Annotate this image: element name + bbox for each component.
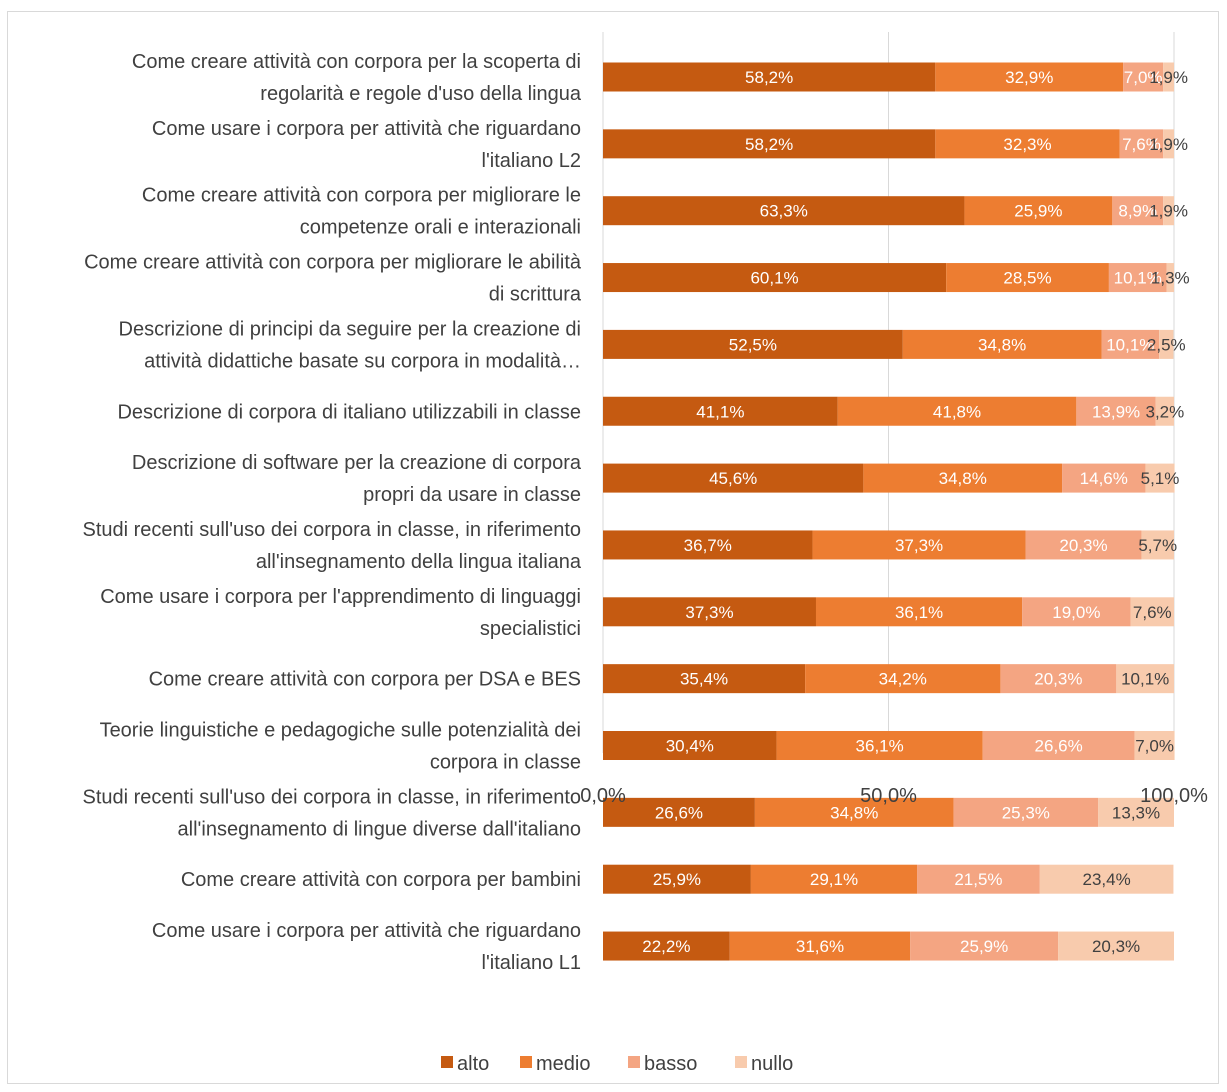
- legend-label-basso: basso: [644, 1053, 697, 1075]
- category-label: all'insegnamento di lingue diverse dall'…: [178, 818, 581, 840]
- x-tick-label: 0,0%: [580, 785, 626, 807]
- data-label-alto: 30,4%: [666, 737, 714, 756]
- data-label-alto: 58,2%: [745, 68, 793, 87]
- category-label: l'italiano L2: [482, 150, 581, 172]
- category-label: di scrittura: [489, 284, 582, 306]
- data-label-medio: 28,5%: [1003, 269, 1051, 288]
- data-label-basso: 13,9%: [1092, 402, 1140, 421]
- data-label-nullo: 1,9%: [1149, 202, 1188, 221]
- data-label-nullo: 1,9%: [1149, 135, 1188, 154]
- category-label: attività didattiche basate su corpora in…: [144, 350, 581, 372]
- category-label: Come creare attività con corpora per DSA…: [149, 669, 581, 691]
- data-label-medio: 29,1%: [810, 870, 858, 889]
- category-label: l'italiano L1: [482, 952, 581, 974]
- data-label-nullo: 7,6%: [1133, 603, 1172, 622]
- data-label-nullo: 1,9%: [1149, 68, 1188, 87]
- x-tick-label: 100,0%: [1140, 785, 1208, 807]
- data-label-medio: 34,8%: [978, 335, 1026, 354]
- data-label-medio: 34,2%: [879, 670, 927, 689]
- data-label-basso: 20,3%: [1059, 536, 1107, 555]
- data-label-alto: 58,2%: [745, 135, 793, 154]
- data-label-medio: 34,8%: [939, 469, 987, 488]
- data-label-alto: 25,9%: [653, 870, 701, 889]
- data-label-alto: 63,3%: [760, 202, 808, 221]
- category-labels: Come creare attività con corpora per la …: [83, 51, 582, 974]
- category-label: regolarità e regole d'uso della lingua: [260, 83, 582, 105]
- category-label: Come creare attività con corpora per bam…: [181, 869, 581, 891]
- data-label-basso: 19,0%: [1052, 603, 1100, 622]
- data-label-medio: 32,3%: [1003, 135, 1051, 154]
- data-label-alto: 26,6%: [655, 803, 703, 822]
- legend-label-medio: medio: [536, 1053, 590, 1075]
- category-label: Come usare i corpora per attività che ri…: [152, 920, 581, 942]
- legend-swatch-alto: [441, 1056, 453, 1068]
- data-label-basso: 20,3%: [1034, 670, 1082, 689]
- data-label-medio: 32,9%: [1005, 68, 1053, 87]
- data-label-nullo: 7,0%: [1135, 737, 1174, 756]
- data-label-alto: 22,2%: [642, 937, 690, 956]
- data-label-nullo: 20,3%: [1092, 937, 1140, 956]
- data-label-alto: 60,1%: [750, 269, 798, 288]
- category-label: Come usare i corpora per l'apprendimento…: [100, 586, 581, 608]
- category-label: competenze orali e interazionali: [300, 217, 581, 239]
- data-label-basso: 25,3%: [1002, 803, 1050, 822]
- category-label: Studi recenti sull'uso dei corpora in cl…: [83, 519, 582, 541]
- category-label: Studi recenti sull'uso dei corpora in cl…: [83, 786, 582, 808]
- legend-label-alto: alto: [457, 1053, 489, 1075]
- data-label-basso: 21,5%: [954, 870, 1002, 889]
- category-label: Come creare attività con corpora per mig…: [84, 252, 582, 274]
- data-label-alto: 52,5%: [729, 335, 777, 354]
- legend-swatch-basso: [628, 1056, 640, 1068]
- data-label-medio: 31,6%: [796, 937, 844, 956]
- data-label-nullo: 5,1%: [1141, 469, 1180, 488]
- legend-swatch-nullo: [735, 1056, 747, 1068]
- category-label: specialistici: [480, 618, 581, 640]
- data-label-medio: 41,8%: [933, 402, 981, 421]
- data-label-nullo: 1,3%: [1151, 269, 1190, 288]
- category-label: Descrizione di corpora di italiano utili…: [117, 401, 581, 423]
- data-label-alto: 35,4%: [680, 670, 728, 689]
- data-label-medio: 36,1%: [895, 603, 943, 622]
- category-label: corpora in classe: [430, 752, 581, 774]
- category-label: Teorie linguistiche e pedagogiche sulle …: [100, 720, 581, 742]
- data-label-nullo: 3,2%: [1145, 402, 1184, 421]
- data-label-medio: 25,9%: [1014, 202, 1062, 221]
- category-label: Descrizione di principi da seguire per l…: [119, 318, 581, 340]
- x-tick-label: 50,0%: [860, 785, 917, 807]
- data-label-medio: 37,3%: [895, 536, 943, 555]
- category-label: Come usare i corpora per attività che ri…: [152, 118, 581, 140]
- data-label-nullo: 5,7%: [1138, 536, 1177, 555]
- data-label-alto: 36,7%: [684, 536, 732, 555]
- legend-swatch-medio: [520, 1056, 532, 1068]
- data-label-basso: 25,9%: [960, 937, 1008, 956]
- data-label-basso: 26,6%: [1035, 737, 1083, 756]
- data-label-alto: 37,3%: [685, 603, 733, 622]
- legend: alto medio basso nullo: [441, 1053, 793, 1075]
- data-label-nullo: 10,1%: [1121, 670, 1169, 689]
- data-label-alto: 41,1%: [696, 402, 744, 421]
- stacked-bar-chart: 58,2% 32,9% 7,0% 1,9% 58,2% 32,3% 7,6% 1,9% 63,3…: [8, 12, 1220, 1085]
- data-label-medio: 36,1%: [856, 737, 904, 756]
- data-label-nullo: 23,4%: [1083, 870, 1131, 889]
- category-label: all'insegnamento della lingua italiana: [256, 551, 582, 573]
- chart-area: 58,2% 32,9% 7,0% 1,9% 58,2% 32,3% 7,6% 1,9% 63,3…: [7, 11, 1219, 1084]
- category-label: Descrizione di software per la creazione…: [132, 452, 582, 474]
- bars: 58,2% 32,9% 7,0% 1,9% 58,2% 32,3% 7,6% 1,9% 63,3…: [603, 63, 1190, 961]
- legend-label-nullo: nullo: [751, 1053, 793, 1075]
- data-label-alto: 45,6%: [709, 469, 757, 488]
- data-label-basso: 14,6%: [1080, 469, 1128, 488]
- data-label-nullo: 2,5%: [1147, 335, 1186, 354]
- category-label: propri da usare in classe: [363, 484, 581, 506]
- category-label: Come creare attività con corpora per la …: [132, 51, 581, 73]
- category-label: Come creare attività con corpora per mig…: [142, 185, 581, 207]
